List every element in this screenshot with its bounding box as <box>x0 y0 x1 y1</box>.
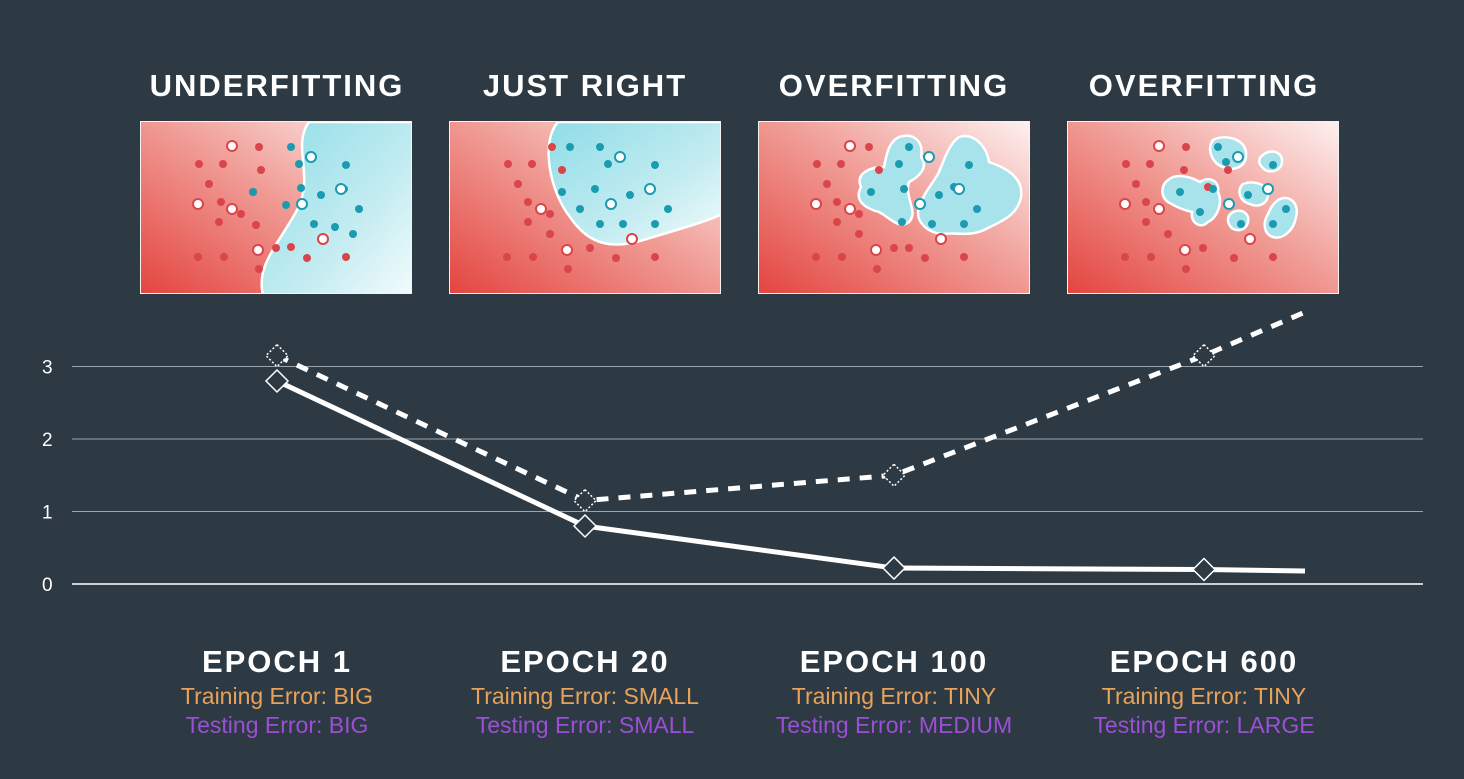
epoch-caption-600: EPOCH 600 Training Error: TINY Testing E… <box>1034 642 1374 740</box>
blue-region <box>260 122 411 293</box>
training-error-marker <box>264 368 290 394</box>
blue-points <box>1176 143 1290 228</box>
panel-just-right <box>449 121 721 294</box>
epoch-label: EPOCH 100 <box>799 644 989 679</box>
panel-title-overfitting: OVERFITTING <box>778 68 1010 103</box>
outlined-points <box>810 140 965 256</box>
training-error-line <box>275 378 1306 574</box>
epoch-label: EPOCH 20 <box>500 644 670 679</box>
y-tick-label: 2 <box>42 430 53 451</box>
panel-title-overfitting-2: OVERFITTING <box>1088 68 1320 103</box>
y-tick-label: 3 <box>42 358 53 379</box>
testing-error-marker <box>572 488 598 513</box>
testing-error-marker <box>264 343 290 368</box>
testing-error-text: Testing Error: MEDIUM <box>775 712 1013 738</box>
testing-error-text: Testing Error: BIG <box>185 712 369 738</box>
panel-title-just-right: JUST RIGHT <box>482 68 688 103</box>
red-points <box>503 143 659 273</box>
red-points <box>1121 143 1277 273</box>
blue-region <box>547 122 720 246</box>
epoch-caption-1: EPOCH 1 Training Error: BIG Testing Erro… <box>107 642 447 740</box>
training-error-marker <box>1191 557 1217 582</box>
y-tick-label: 0 <box>42 575 53 596</box>
outlined-points <box>535 151 656 256</box>
training-error-marker <box>881 555 907 581</box>
epoch-label: EPOCH 1 <box>201 644 353 679</box>
training-error-text: Training Error: SMALL <box>471 683 699 709</box>
panel-overfitting-2 <box>1067 121 1339 294</box>
training-error-text: Training Error: TINY <box>791 683 997 709</box>
red-points <box>194 143 350 273</box>
testing-error-marker <box>881 463 907 488</box>
training-error-marker <box>572 513 598 539</box>
testing-error-line <box>275 309 1306 504</box>
outlined-points <box>192 140 347 256</box>
epoch-caption-20: EPOCH 20 Training Error: SMALL Testing E… <box>415 642 755 740</box>
epoch-caption-100: EPOCH 100 Training Error: TINY Testing E… <box>724 642 1064 740</box>
panel-overfitting <box>758 121 1030 294</box>
testing-error-marker <box>1191 343 1217 368</box>
blue-points <box>558 143 672 228</box>
outlined-points <box>1119 140 1274 256</box>
training-error-text: Training Error: TINY <box>1101 683 1307 709</box>
blue-points <box>249 143 363 238</box>
panel-title-underfitting: UNDERFITTING <box>149 68 405 103</box>
blue-islands <box>857 134 1023 236</box>
epoch-label: EPOCH 600 <box>1109 644 1299 679</box>
testing-error-text: Testing Error: LARGE <box>1093 712 1315 738</box>
panel-underfitting <box>140 121 412 294</box>
testing-error-text: Testing Error: SMALL <box>475 712 695 738</box>
y-tick-label: 1 <box>42 503 53 524</box>
training-error-text: Training Error: BIG <box>180 683 374 709</box>
red-points <box>812 143 968 273</box>
